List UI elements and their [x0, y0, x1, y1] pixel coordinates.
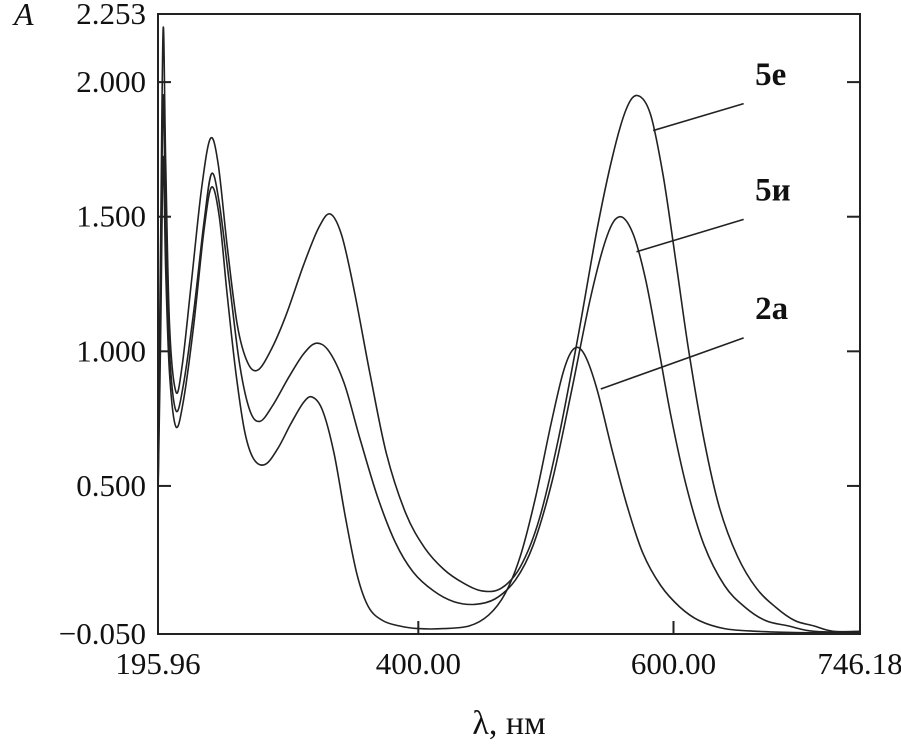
curve-2а: [157, 155, 861, 634]
y-tick-label: 1.500: [76, 199, 146, 234]
annotation-leader-line-5е: [652, 102, 744, 132]
y-tick-label: −0.050: [59, 616, 146, 651]
y-tick-label: 1.000: [76, 333, 146, 368]
annotation-leader-line-2а: [600, 337, 744, 390]
x-axis-title: λ, нм: [472, 705, 545, 742]
y-tick-label: 2.253: [76, 0, 146, 31]
curve-label-5и: 5и: [755, 173, 791, 209]
curve-5и: [157, 94, 861, 634]
y-tick-label: 2.000: [76, 64, 146, 99]
x-tick-label: 600.00: [631, 646, 716, 681]
x-tick-label: 746.18: [817, 646, 901, 681]
y-tick-label: 0.500: [76, 468, 146, 503]
y-axis-title: A: [12, 0, 34, 32]
curve-5е: [157, 26, 861, 633]
curve-label-2а: 2а: [755, 291, 788, 327]
x-tick-label: 195.96: [115, 646, 200, 681]
curve-label-5е: 5е: [755, 57, 786, 93]
annotation-leader-line-5и: [636, 218, 744, 253]
x-tick-label: 400.00: [376, 646, 461, 681]
plot-border: [157, 13, 861, 635]
